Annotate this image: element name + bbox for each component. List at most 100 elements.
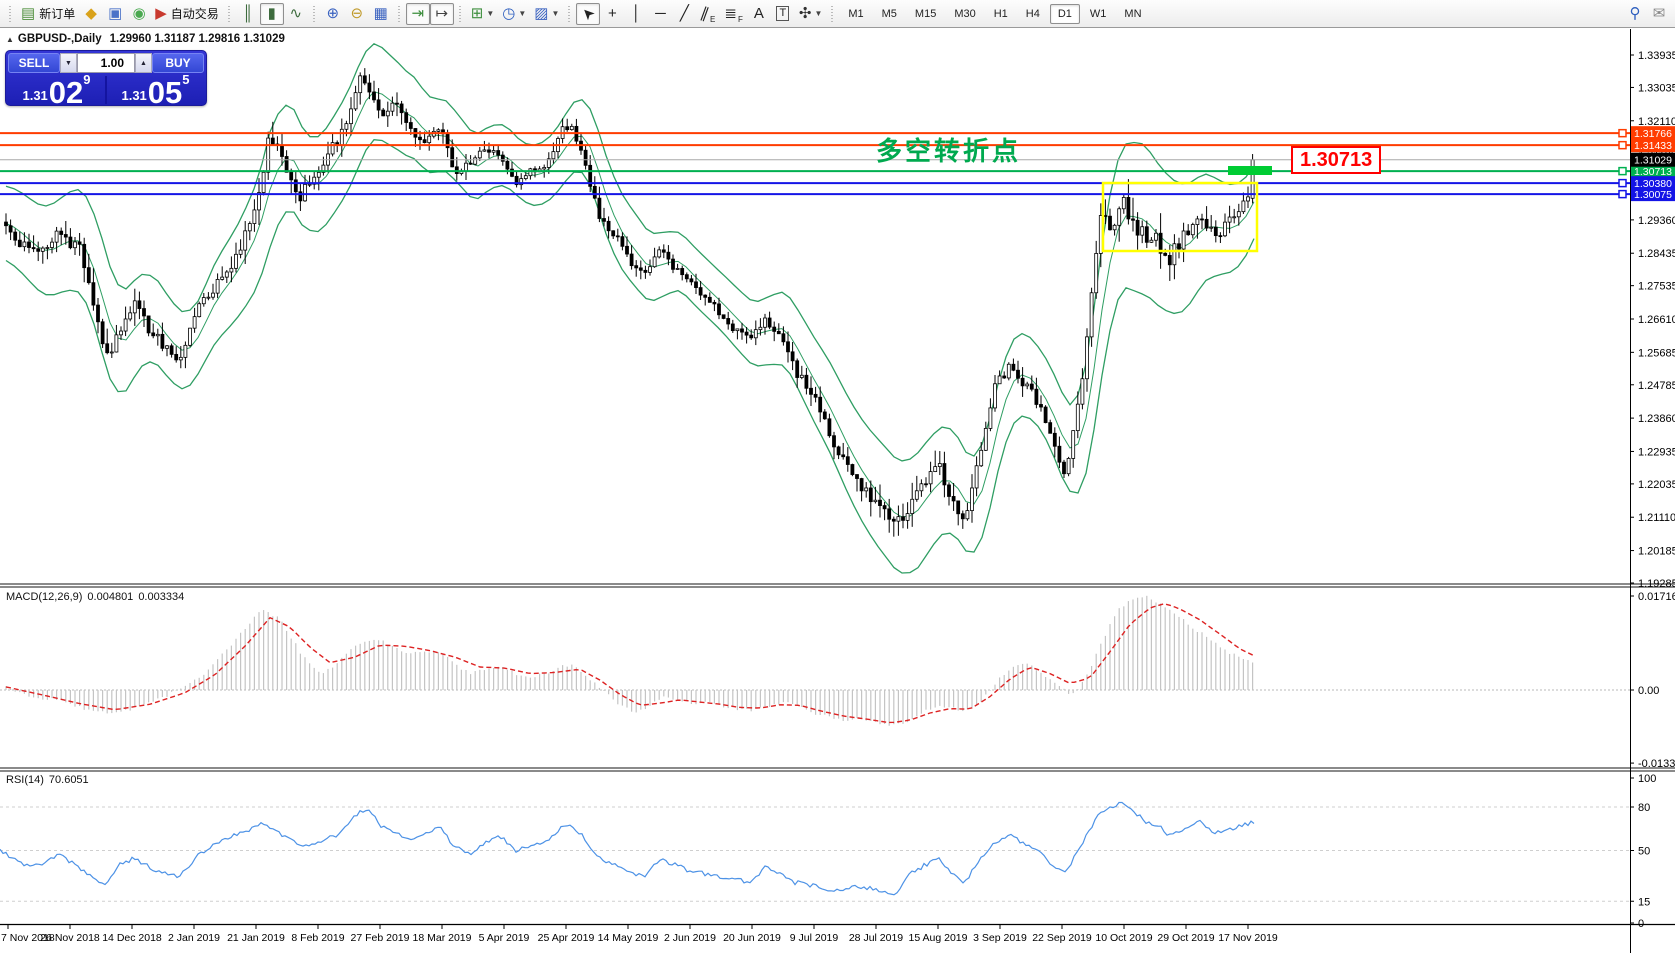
signals-button[interactable]: ◉ — [127, 3, 151, 25]
date-tick-label: 5 Apr 2019 — [479, 932, 530, 944]
volume-input[interactable]: 1.00 — [77, 53, 135, 73]
price-tick-label: 1.19285 — [1638, 578, 1675, 590]
rsi-tick-label: 0 — [1638, 918, 1644, 930]
timeframe-mn-button[interactable]: MN — [1116, 4, 1149, 24]
sell-price-main: 02 — [48, 74, 84, 110]
date-tick-label: 8 Feb 2019 — [291, 932, 344, 944]
chevron-down-icon[interactable]: ▼ — [486, 9, 495, 18]
volume-down-button[interactable]: ▼ — [60, 53, 77, 73]
auto-trading-icon: ▶ — [155, 5, 167, 22]
macd-histogram — [5, 595, 1254, 726]
axis-price-label-text: 1.31766 — [1634, 128, 1672, 140]
volume-up-button[interactable]: ▲ — [135, 53, 152, 73]
timeframe-m1-button[interactable]: M1 — [840, 4, 871, 24]
periods-button[interactable]: ◷ ▼ — [498, 3, 530, 25]
date-tick-label: 7 Nov 2018 — [1, 932, 55, 944]
zoom-in-button[interactable]: ⊕ — [321, 3, 345, 25]
buy-price[interactable]: 1.31 05 5 — [107, 72, 204, 108]
buy-button[interactable]: BUY — [152, 53, 204, 73]
new-order-button[interactable]: ▤ 新订单 — [17, 3, 79, 25]
market-watch-button[interactable]: ▣ — [103, 3, 127, 25]
indicators-button[interactable]: ⊞ ▼ — [467, 3, 499, 25]
timeframe-d1-button[interactable]: D1 — [1049, 3, 1080, 24]
axis-price-label — [1631, 164, 1675, 179]
line-anchor-handle[interactable] — [1618, 189, 1627, 199]
trendline-button[interactable]: ╱ — [672, 3, 696, 25]
templates-button[interactable]: ▨ ▼ — [530, 3, 563, 25]
crosshair-button[interactable]: + — [600, 3, 624, 25]
toolbar-grip[interactable] — [829, 3, 837, 24]
search-icon: ⚲ — [1629, 5, 1641, 22]
symbol-header: ▲ GBPUSD-,Daily 1.29960 1.31187 1.29816 1.… — [6, 33, 285, 45]
chevron-down-icon[interactable]: ▼ — [518, 9, 527, 18]
cursor-button[interactable]: ➤ — [576, 2, 601, 25]
search-button[interactable]: ⚲ — [1623, 3, 1647, 25]
turning-point-annotation[interactable]: 多空转折点 — [876, 136, 1022, 166]
toolbar-grip[interactable] — [310, 3, 318, 24]
line-anchor-handle[interactable] — [1618, 128, 1627, 138]
toolbar-grip[interactable] — [395, 3, 403, 24]
rsi-tick-label: 100 — [1638, 773, 1656, 785]
toolbar-grip[interactable] — [7, 3, 14, 24]
timeframe-h1-button[interactable]: H1 — [986, 4, 1016, 24]
price-tick-label: 1.29360 — [1638, 215, 1675, 227]
eraser-icon: ◆ — [85, 5, 97, 22]
sell-price[interactable]: 1.31 02 9 — [8, 72, 105, 110]
one-click-trading-panel: SELL ▼ 1.00 ▲ BUY 1.31 02 9 1.31 05 5 — [5, 50, 207, 110]
axis-price-label-text: 1.30713 — [1634, 166, 1672, 178]
timeframe-h4-button[interactable]: H4 — [1018, 4, 1048, 24]
date-tick-label: 27 Feb 2019 — [351, 932, 410, 944]
axis-price-label — [1631, 138, 1675, 153]
date-tick-label: 14 May 2019 — [598, 932, 659, 944]
axis-price-label-text: 1.31029 — [1634, 155, 1672, 167]
level-highlight-segment[interactable] — [1228, 166, 1272, 175]
price-tick-label: 1.27535 — [1638, 281, 1675, 293]
toolbar-grip[interactable] — [566, 3, 574, 24]
highlight-rectangle[interactable] — [1101, 181, 1259, 253]
auto-scroll-button[interactable]: ⇥ — [405, 2, 430, 25]
chat-button[interactable]: ✉ — [1647, 3, 1671, 25]
channel-button[interactable]: ∥ E — [696, 3, 720, 25]
axis-price-label — [1631, 176, 1675, 191]
fibonacci-icon: ≣ — [724, 5, 737, 22]
line-anchor-handle[interactable] — [1618, 166, 1627, 176]
text-label-button[interactable]: T — [771, 3, 795, 25]
chart-shift-button[interactable]: ↦ — [429, 2, 454, 25]
date-tick-label: 18 Mar 2019 — [413, 932, 472, 944]
line-chart-button[interactable]: ∿ — [284, 3, 308, 25]
fibonacci-button[interactable]: ≣ F — [720, 3, 746, 25]
zoom-out-button[interactable]: ⊖ — [345, 3, 369, 25]
timeframe-w1-button[interactable]: W1 — [1082, 4, 1115, 24]
sell-button[interactable]: SELL — [8, 53, 60, 73]
vertical-line-button[interactable]: │ — [624, 3, 648, 25]
timeframe-m15-button[interactable]: M15 — [907, 4, 944, 24]
date-tick-label: 26 Nov 2018 — [40, 932, 100, 944]
axis-price-label — [1631, 126, 1675, 141]
new-order-button-label: 新订单 — [39, 7, 76, 21]
horizontal-line-button[interactable]: ─ — [648, 3, 672, 25]
timeframe-m30-button[interactable]: M30 — [946, 4, 983, 24]
line-anchor-handle[interactable] — [1618, 140, 1627, 150]
price-callout-label[interactable]: 1.30713 — [1291, 146, 1382, 174]
collapse-panel-icon[interactable]: ▲ — [6, 35, 14, 44]
price-tick-label: 1.22035 — [1638, 479, 1675, 491]
arrows-button[interactable]: ✣ ▼ — [795, 3, 827, 25]
chevron-down-icon[interactable]: ▼ — [551, 9, 560, 18]
toolbar-grip[interactable] — [225, 3, 233, 24]
bar-chart-button[interactable]: ║ — [236, 3, 260, 25]
timeframe-m5-button[interactable]: M5 — [874, 4, 905, 24]
toolbar-grip[interactable] — [456, 3, 464, 24]
line-anchor-handle[interactable] — [1618, 178, 1627, 188]
chevron-down-icon[interactable]: ▼ — [814, 9, 823, 18]
date-tick-label: 2 Jun 2019 — [664, 932, 716, 944]
eraser-button[interactable]: ◆ — [79, 3, 103, 25]
tile-windows-button[interactable]: ▦ — [369, 3, 393, 25]
auto-trading-button[interactable]: ▶ 自动交易 — [151, 3, 223, 25]
text-button[interactable]: A — [747, 3, 771, 25]
candlestick-button[interactable]: ▮ — [259, 2, 284, 25]
date-tick-label: 9 Jul 2019 — [790, 932, 839, 944]
date-tick-label: 14 Dec 2018 — [102, 932, 162, 944]
price-tick-label: 1.32110 — [1638, 116, 1675, 128]
